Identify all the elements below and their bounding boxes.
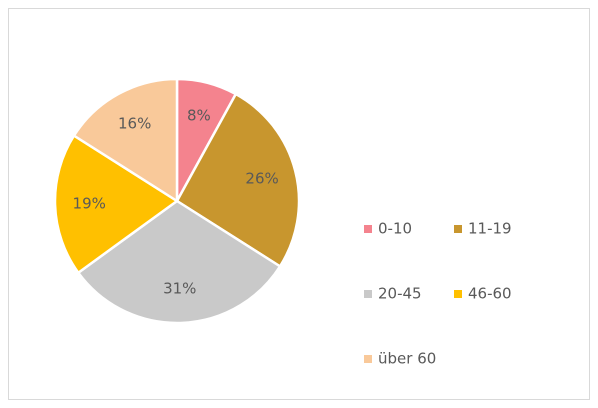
legend-swatch <box>364 225 372 233</box>
data-label: 19% <box>73 194 106 212</box>
legend-swatch <box>364 355 372 363</box>
legend-label: 11-19 <box>468 220 512 238</box>
pie-slice <box>175 92 301 269</box>
legend-label: 46-60 <box>468 285 512 303</box>
data-label: 31% <box>163 279 196 297</box>
legend-label: über 60 <box>378 350 436 368</box>
legend-swatch <box>454 290 462 298</box>
pie-slice <box>76 199 282 325</box>
legend-swatch <box>364 290 372 298</box>
legend-label: 0-10 <box>378 220 412 238</box>
pie-slice <box>72 77 179 204</box>
data-label: 8% <box>187 106 211 124</box>
pie-slice <box>53 133 180 275</box>
data-label: 16% <box>118 115 151 133</box>
legend-swatch <box>454 225 462 233</box>
legend-label: 20-45 <box>378 285 422 303</box>
data-label: 26% <box>245 170 278 188</box>
